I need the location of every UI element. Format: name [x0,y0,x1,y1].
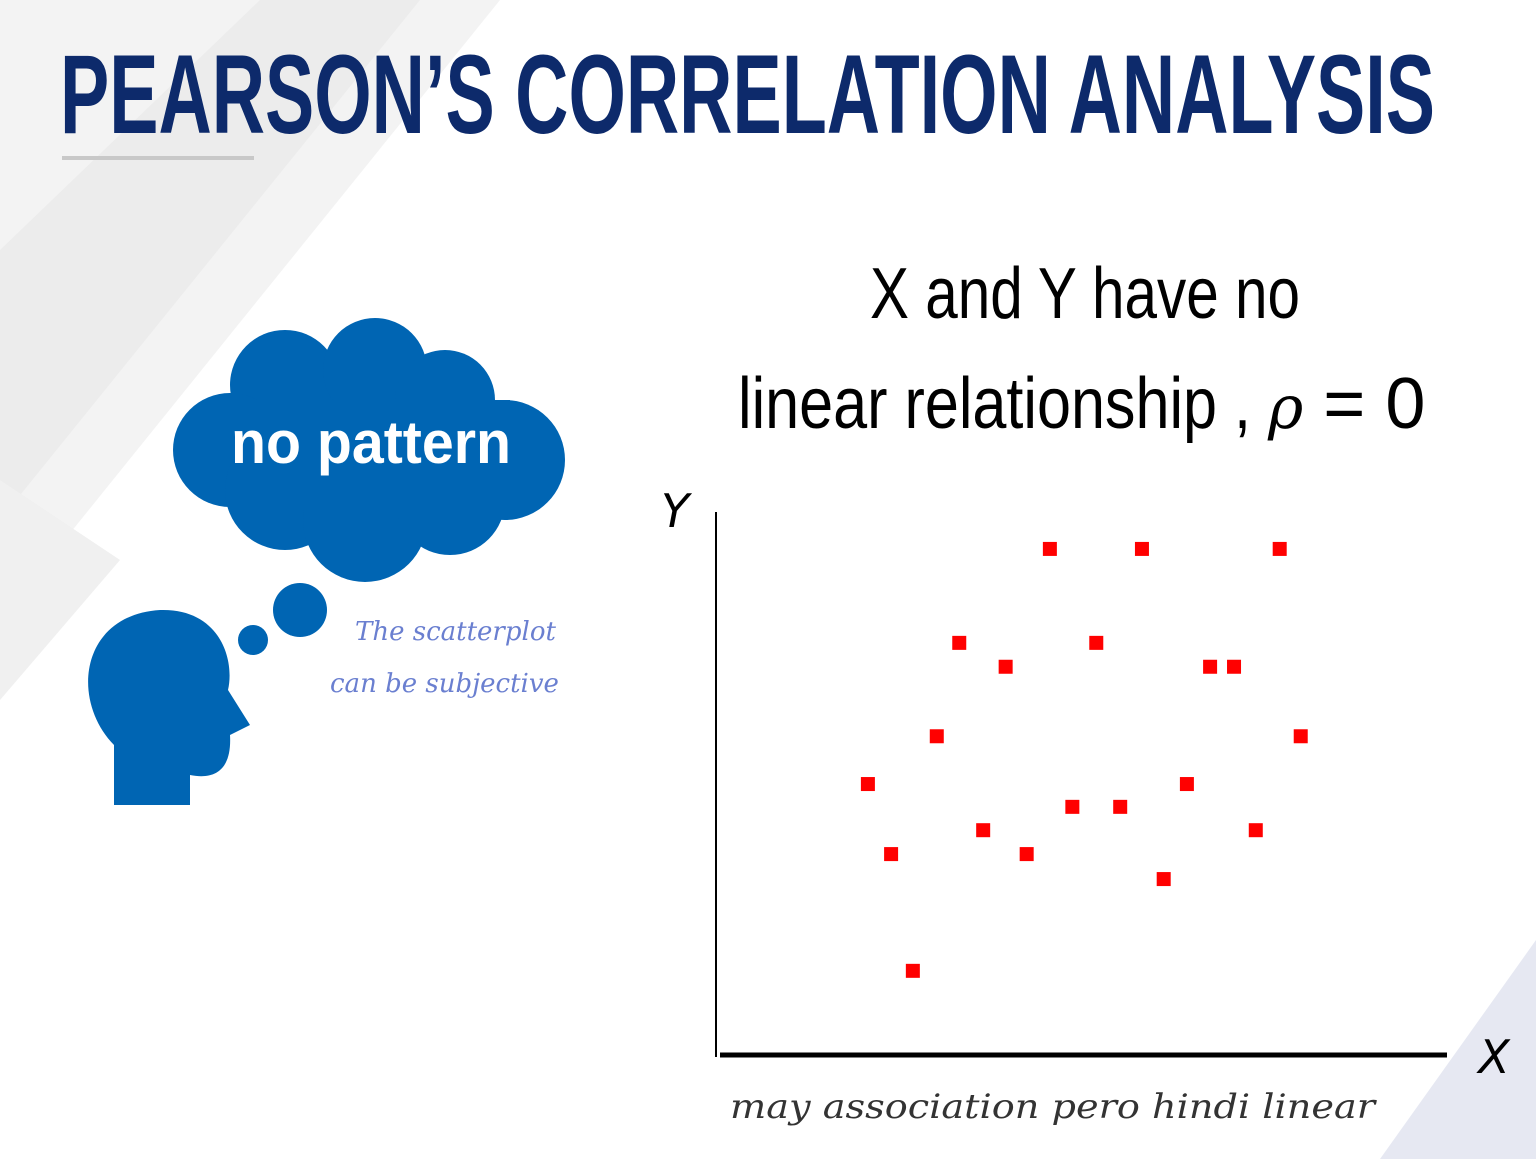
point [1019,847,1034,862]
annotation: may association pero hindi linear [730,1087,1377,1127]
point [929,729,944,744]
point [1203,659,1218,674]
note-line: can be subjective [330,669,559,699]
thought-cloud [88,318,565,805]
point [1248,823,1263,838]
statement-text: = 0 [1303,364,1425,444]
rho: ρ [1267,373,1303,443]
point [998,659,1013,674]
y-axis-label: Y [661,484,693,538]
title: PEARSON’S CORRELATION ANALYSIS [60,32,1435,157]
point [1113,799,1128,814]
statement-line: X and Y have no [870,254,1300,334]
note-line: The scatterplot [355,617,556,647]
point [1089,635,1104,650]
bubble-text: no pattern [231,409,511,476]
scatter-plot: Y X may association pero hindi linear [661,484,1511,1127]
point [1042,541,1057,556]
statement-text: linear relationship , [738,364,1268,444]
point [1065,799,1080,814]
point [976,823,991,838]
point [1293,729,1308,744]
point [884,847,899,862]
point [1227,659,1242,674]
x-axis-label: X [1476,1030,1511,1084]
point [860,777,875,792]
statement-line: linear relationship , ρ = 0 [738,364,1425,444]
point [952,635,967,650]
point [1272,541,1287,556]
point [1156,872,1171,887]
point [1179,777,1194,792]
point [1134,541,1149,556]
point [905,963,920,978]
